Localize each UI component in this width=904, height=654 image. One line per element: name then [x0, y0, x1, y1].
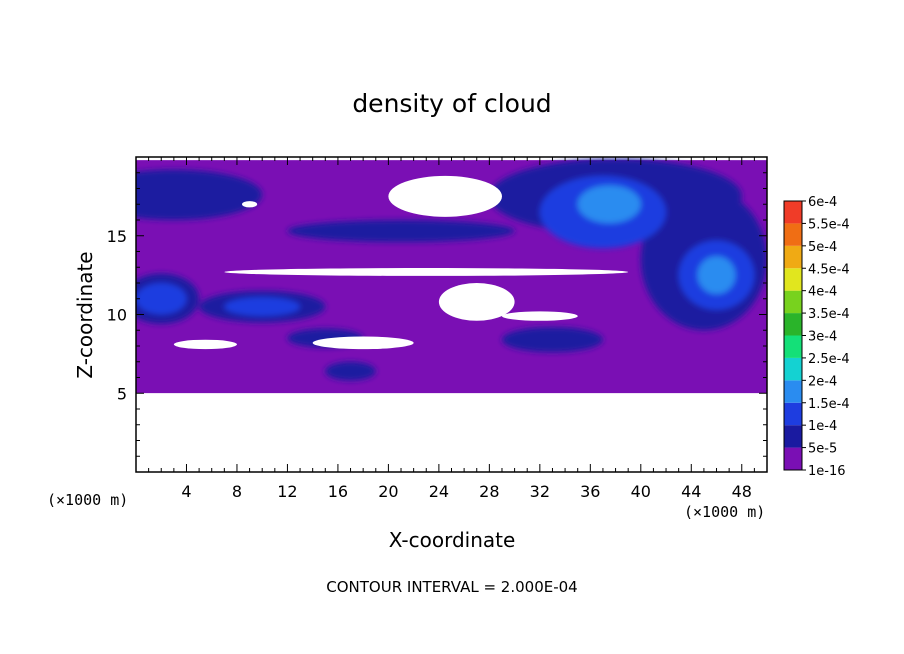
x-unit-left: (×1000 m): [47, 491, 128, 509]
x-tick-label: 12: [277, 482, 297, 501]
density-contour-5e-5: [325, 361, 376, 381]
colorbar-label: 4e-4: [808, 285, 837, 300]
density-contour-1e-4: [224, 297, 301, 317]
colorbar-label: 1e-4: [808, 419, 837, 434]
density-contour-5e-5: [501, 327, 603, 353]
x-tick-label: 40: [631, 482, 651, 501]
colorbar-swatch: [784, 201, 802, 224]
colorbar-label: 2e-4: [808, 374, 837, 389]
y-axis-label: Z-coordinate: [73, 251, 97, 378]
colorbar-label: 1.5e-4: [808, 397, 850, 412]
colorbar-label: 2.5e-4: [808, 352, 850, 367]
colorbar-swatch: [784, 313, 802, 336]
colorbar-swatch: [784, 402, 802, 426]
colorbar-label: 6e-4: [808, 195, 837, 210]
x-axis-label: X-coordinate: [389, 528, 516, 552]
empty-region: [388, 175, 502, 217]
colorbar-label: 3e-4: [808, 330, 837, 345]
y-tick-label: 5: [117, 384, 127, 403]
plot-area: [136, 157, 767, 472]
y-tick-label: 10: [107, 306, 127, 325]
empty-region: [438, 283, 515, 321]
x-tick-label: 28: [479, 482, 499, 501]
x-tick-label: 8: [232, 482, 242, 501]
x-tick-label: 24: [429, 482, 449, 501]
colorbar: 1e-16 5e-5 1e-4 1.5e-4 2e-4 2.5e-4 3e-4 3.5e-4 4…: [783, 195, 850, 479]
x-unit-right: (×1000 m): [684, 503, 765, 521]
contour-interval-note: CONTOUR INTERVAL = 2.000E-04: [326, 578, 577, 596]
colorbar-swatch: [784, 290, 802, 314]
colorbar-swatch: [784, 335, 802, 358]
empty-region-lower: [136, 393, 767, 472]
density-field: [136, 158, 767, 472]
x-tick-label: 4: [181, 482, 191, 501]
colorbar-swatch: [784, 380, 802, 403]
density-contour-5e-5: [136, 169, 263, 220]
colorbar-swatch: [784, 268, 802, 291]
y-tick-label: 15: [107, 227, 127, 246]
density-contour-5e-5: [287, 220, 515, 243]
colorbar-label: 4.5e-4: [808, 262, 850, 277]
colorbar-label: 5e-5: [808, 442, 837, 457]
density-contour-1.5e-4: [697, 256, 736, 295]
density-contours: [136, 158, 767, 381]
empty-region: [224, 268, 629, 276]
density-contour-1e-4: [136, 283, 187, 315]
colorbar-swatch: [784, 223, 802, 246]
chart-title: density of cloud: [352, 89, 551, 118]
colorbar-swatch: [784, 245, 802, 269]
y-axis-ticks: 5 10 15: [107, 172, 767, 457]
x-tick-label: 36: [580, 482, 600, 501]
colorbar-label: 5e-4: [808, 240, 837, 255]
colorbar-swatch: [784, 447, 802, 470]
colorbar-swatch: [784, 425, 802, 448]
x-tick-label: 44: [681, 482, 701, 501]
x-tick-label: 16: [328, 482, 348, 501]
x-axis-ticks: 4 8 12 16 20 24 28 32 36 40 44 48: [148, 157, 755, 501]
colorbar-label: 1e-16: [808, 464, 846, 479]
colorbar-swatch: [784, 357, 802, 381]
x-tick-label: 48: [732, 482, 752, 501]
x-tick-label: 32: [530, 482, 550, 501]
empty-region: [242, 201, 258, 208]
empty-region: [312, 336, 414, 350]
empty-region: [501, 311, 578, 321]
density-contour-1.5e-4: [577, 185, 641, 224]
x-tick-label: 20: [378, 482, 398, 501]
colorbar-label: 5.5e-4: [808, 217, 850, 232]
colorbar-label: 3.5e-4: [808, 307, 850, 322]
empty-region: [173, 339, 237, 350]
